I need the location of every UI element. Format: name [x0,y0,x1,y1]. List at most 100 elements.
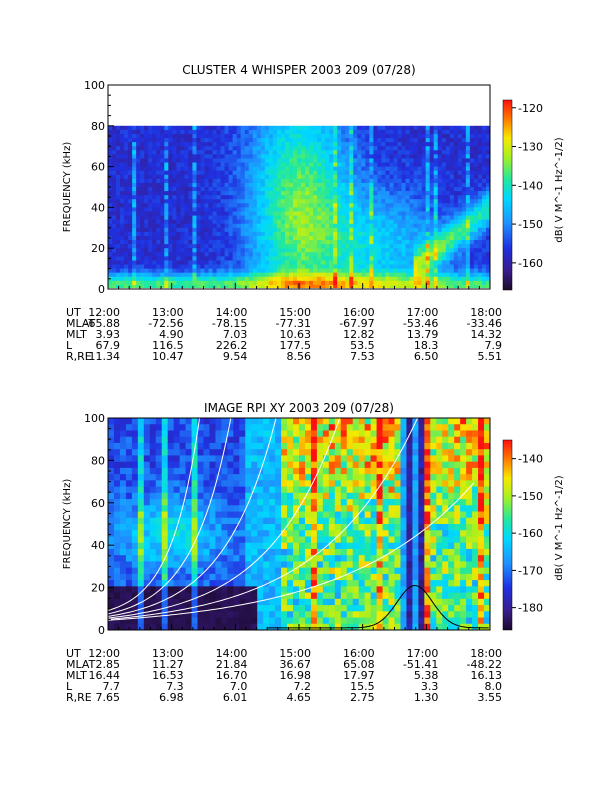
spectrogram-cell [113,580,121,587]
spectrogram-cell [228,211,234,217]
spectrogram-cell [160,203,165,208]
spectrogram-cell [333,170,338,176]
spectrogram-cell [251,430,258,438]
spectrogram-cell [244,272,250,278]
spectrogram-cell [441,227,447,233]
spectrogram-cell [112,150,117,155]
spectrogram-cell [116,280,121,286]
spectrogram-cell [341,191,346,196]
spectrogram-cell [417,154,423,160]
spectrogram-cell [140,280,145,286]
spectrogram-cell [212,191,218,196]
spectrogram-cell [256,187,262,192]
spectrogram-cell [108,166,113,172]
spectrogram-cell [301,154,306,160]
spectrogram-cell [293,511,300,519]
spectrogram-cell [215,442,223,450]
spectrogram-cell [203,536,211,544]
spectrogram-cell [353,215,358,221]
spectrogram-cell [140,227,145,233]
spectrogram-cell [275,592,282,600]
spectrogram-cell [220,215,226,221]
spectrogram-cell [184,162,190,168]
spectrogram-cell [228,268,234,274]
spectrogram-cell [309,252,314,257]
spectrogram-cell [204,158,210,164]
spectrogram-cell [212,170,218,176]
spectrogram-cell [389,276,395,282]
spectrogram-cell [131,517,139,525]
spectrogram-cell [288,223,294,229]
spectrogram-cell [389,125,395,131]
spectrogram-cell [228,133,234,139]
spectrogram-cell [136,142,141,147]
spectrogram-cell [301,146,306,151]
spectrogram-cell [227,486,234,494]
spectrogram-cell [305,142,310,147]
spectrogram-cell [239,598,246,606]
spectrogram-cell [333,260,338,266]
spectrogram-cell [275,499,282,506]
spectrogram-cell [113,461,121,469]
spectrogram-cell [445,158,451,164]
spectrogram-cell [445,195,451,200]
spectrogram-cell [137,517,145,525]
spectrogram-cell [397,248,403,253]
spectrogram-cell [461,170,467,176]
spectrogram-cell [180,195,185,200]
spectrogram-cell [401,150,407,155]
spectrogram-cell [272,199,278,204]
spectrogram-cell [248,142,254,147]
spectrogram-cell [263,474,270,481]
spectrogram-cell [196,150,202,155]
spectrogram-cell [441,125,447,131]
spectrogram-cell [227,467,234,475]
spectrogram-cell [405,125,411,131]
spectrogram-cell [168,182,173,188]
spectrogram-cell [167,623,175,630]
spectrogram-cell [191,530,199,538]
spectrogram-cell [325,162,330,168]
spectrogram-cell [465,195,471,200]
spectrogram-cell [301,207,306,213]
spectrogram-cell [256,252,262,257]
spectrogram-cell [191,592,199,600]
spectrogram-cell [481,187,487,192]
spectrogram-cell [272,240,278,245]
spectrogram-cell [461,260,467,266]
spectrogram-cell [208,240,214,245]
spectrogram-cell [252,231,258,237]
spectrogram-cell [397,158,403,164]
spectrogram-cell [113,442,121,450]
spectrogram-cell [272,231,278,237]
spectrogram-cell [333,125,338,131]
spectrogram-cell [197,586,205,594]
spectrogram-cell [280,187,286,192]
spectrogram-cell [257,449,264,457]
spectrogram-cell [337,260,342,266]
spectrogram-cell [341,211,346,217]
spectrogram-cell [128,264,133,270]
spectrogram-cell [477,215,483,221]
spectrogram-cell [349,170,354,176]
spectrogram-cell [284,150,290,155]
spectrogram-cell [172,240,177,245]
spectrogram-cell [429,158,435,164]
spectrogram-cell [337,272,342,278]
spectrogram-cell [361,174,366,180]
spectrogram-cell [365,142,370,147]
spectrogram-cell [417,219,423,225]
spectrogram-cell [417,125,423,131]
spectrogram-cell [445,264,451,270]
spectrogram-cell [275,617,282,625]
spectrogram-cell [397,199,403,204]
spectrogram-cell [309,211,314,217]
spectrogram-cell [240,240,246,245]
spectrogram-cell [112,244,117,249]
spectrogram-cell [132,223,137,229]
spectrogram-cell [329,195,334,200]
spectrogram-cell [232,162,238,168]
spectrogram-cell [119,605,127,612]
spectrogram-cell [401,178,407,184]
